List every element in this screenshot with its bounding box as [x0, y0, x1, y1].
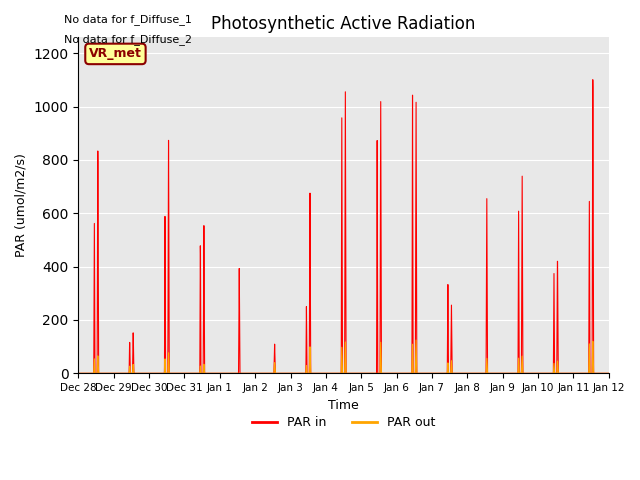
PAR in — [605, 371, 612, 376]
Text: No data for f_Diffuse_1: No data for f_Diffuse_1 — [64, 14, 192, 25]
PAR out — [412, 337, 420, 343]
PAR out — [604, 371, 612, 376]
Text: No data for f_Diffuse_2: No data for f_Diffuse_2 — [64, 34, 192, 45]
PAR out — [605, 371, 612, 376]
PAR in — [433, 371, 441, 376]
PAR out — [433, 371, 441, 376]
Legend: PAR in, PAR out: PAR in, PAR out — [247, 411, 440, 434]
PAR in — [604, 371, 612, 376]
Title: Photosynthetic Active Radiation: Photosynthetic Active Radiation — [211, 15, 476, 33]
PAR out — [463, 371, 470, 376]
PAR in — [75, 371, 83, 376]
PAR out — [324, 371, 332, 376]
PAR in — [589, 77, 596, 83]
Line: PAR in: PAR in — [79, 80, 609, 373]
PAR in — [492, 371, 500, 376]
PAR in — [462, 371, 470, 376]
Y-axis label: PAR (umol/m2/s): PAR (umol/m2/s) — [15, 154, 28, 257]
PAR out — [75, 371, 83, 376]
X-axis label: Time: Time — [328, 398, 359, 412]
PAR in — [170, 371, 177, 376]
Line: PAR out: PAR out — [79, 340, 609, 373]
PAR out — [493, 371, 500, 376]
PAR in — [324, 371, 332, 376]
Text: VR_met: VR_met — [89, 48, 142, 60]
PAR out — [170, 371, 177, 376]
